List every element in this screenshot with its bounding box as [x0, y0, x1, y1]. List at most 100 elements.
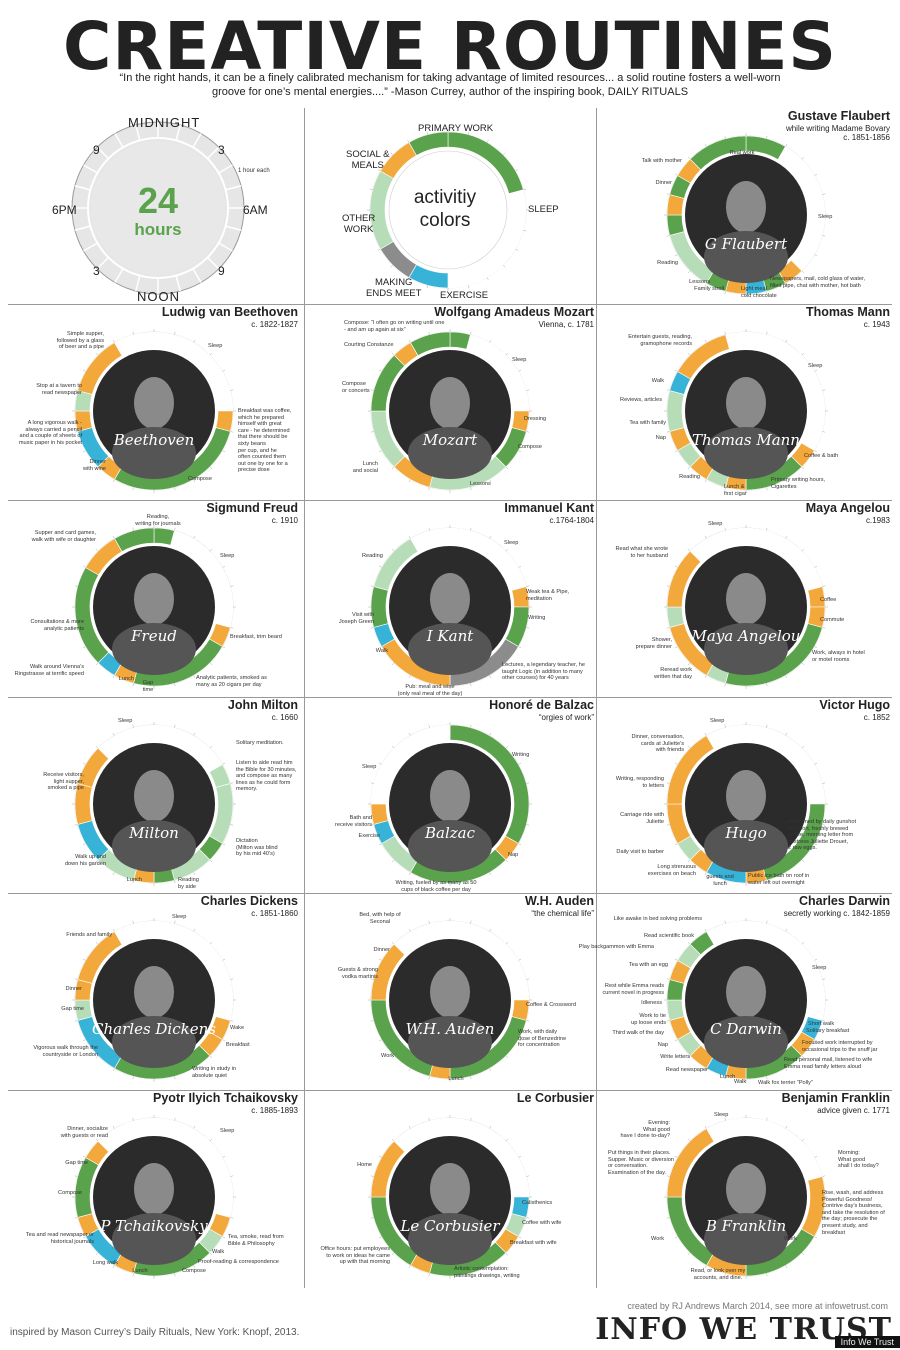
pyotr-ilyich-tchaikovsky-hour-tick: [132, 1273, 134, 1277]
john-milton-hour-tick: [193, 872, 196, 876]
clock-9: 9: [93, 143, 100, 157]
le-corbusier-hour-tick: [470, 1273, 472, 1277]
thomas-mann-hour-tick: [785, 339, 788, 343]
clock-midnight: MIDNIGHT: [128, 115, 201, 130]
activity-label: Courting Constanze: [344, 342, 394, 348]
activity-label: Family stroll: [694, 286, 724, 292]
activity-label: Reading by aide: [178, 877, 199, 890]
pyotr-ilyich-tchaikovsky-segment-sleep: [97, 1117, 155, 1153]
activity-label: Carriage ride with Juliette: [620, 812, 664, 825]
john-milton-hour-tick: [95, 745, 99, 749]
clock-core: [91, 141, 225, 275]
w-h-auden-hour-tick: [391, 1055, 395, 1059]
ludwig-van-beethoven-hour-tick: [209, 352, 213, 356]
benjamin-franklin-hour-tick: [687, 1252, 691, 1256]
thomas-mann-hour-tick: [785, 479, 788, 483]
le-corbusier-hour-tick: [518, 1155, 522, 1158]
charles-dickens-hour-tick: [74, 1020, 78, 1022]
portrait-face: [134, 1163, 174, 1215]
activity-label: Sleep: [172, 914, 187, 920]
clock-hour-divider: [206, 146, 220, 160]
wolfgang-amadeus-mozart-hour-tick: [391, 352, 395, 356]
sigmund-freud-hour-tick: [230, 585, 234, 587]
maya-angelou-hour-tick: [814, 646, 818, 649]
portrait-signature: Mozart: [422, 431, 478, 449]
john-milton-hour-tick: [209, 745, 213, 749]
activity-label: Bed, with help of Seconal: [359, 912, 401, 925]
wolfgang-amadeus-mozart-hour-tick: [505, 466, 509, 470]
footer-credit: created by RJ Andrews March 2014, see mo…: [627, 1301, 888, 1311]
ludwig-van-beethoven-hour-tick: [209, 466, 213, 470]
person-dates: c. 1885-1893: [251, 1106, 298, 1115]
ludwig-van-beethoven-hour-tick: [230, 389, 234, 391]
ludwig-van-beethoven-segment-sleep: [114, 331, 155, 356]
charles-dickens-hour-tick: [74, 978, 78, 980]
clock-hour-divider: [135, 275, 141, 292]
clock-hour-divider: [74, 225, 91, 231]
pyotr-ilyich-tchaikovsky-hour-tick: [82, 1155, 86, 1158]
clock-hours-word: hours: [134, 220, 182, 239]
john-milton-hour-tick: [222, 762, 226, 765]
maya-angelou-hour-tick: [687, 548, 691, 552]
clock-hour-divider: [114, 133, 124, 148]
le-corbusier-hour-tick: [378, 1155, 382, 1158]
clock-3: 3: [218, 143, 225, 157]
honor-de-balzac-hour-tick: [489, 732, 492, 736]
activity-label: Compose: [58, 1190, 82, 1196]
activity-label: Compose: [182, 1268, 206, 1274]
ludwig-van-beethoven-hour-tick: [222, 369, 226, 372]
pyotr-ilyich-tchaikovsky-hour-tick: [95, 1138, 99, 1142]
portrait-face: [726, 573, 766, 625]
routine-card-benjamin-franklin: Benjamin Franklin advice given c. 1771: [600, 1090, 900, 1287]
sigmund-freud-hour-tick: [132, 683, 134, 687]
activity-label: Breakfast was coffee, which he prepared …: [238, 408, 292, 474]
activity-label: Read what she wrote to her husband: [615, 546, 668, 559]
legend-hour-tick: [515, 169, 519, 172]
clock-6pm: 6PM: [52, 203, 77, 217]
w-h-auden-hour-tick: [470, 920, 472, 924]
w-h-auden-hour-tick: [391, 941, 395, 945]
activity-label: Work: [784, 1236, 797, 1242]
le-corbusier-hour-tick: [526, 1217, 530, 1219]
legend-hour-tick: [523, 229, 527, 232]
portrait-body: [704, 820, 788, 872]
activity-label: Writing, responding to letters: [615, 776, 664, 789]
person-dates: c. 1660: [271, 713, 298, 722]
victor-hugo-hour-tick: [801, 745, 805, 749]
portrait-signature: Beethoven: [113, 431, 195, 449]
gustave-flaubert-hour-tick: [766, 291, 768, 295]
routine-card-ludwig-van-beethoven: Ludwig van Beethoven c. 1822-1827: [8, 304, 308, 501]
charles-darwin-hour-tick: [724, 1076, 726, 1080]
pyotr-ilyich-tchaikovsky-hour-tick: [82, 1236, 86, 1239]
portrait-face: [134, 770, 174, 822]
legend-hour-tick: [377, 248, 381, 251]
pyotr-ilyich-tchaikovsky-hour-tick: [209, 1138, 213, 1142]
activity-label: Simple supper, followed by a glass of be…: [56, 331, 104, 351]
activity-label: Sleep: [710, 718, 725, 724]
sigmund-freud-hour-tick: [132, 527, 134, 531]
maya-angelou-hour-tick: [666, 585, 670, 587]
thomas-mann-hour-tick: [766, 331, 768, 335]
immanuel-kant-hour-tick: [391, 548, 395, 552]
w-h-auden-hour-tick: [489, 1068, 492, 1072]
thomas-mann-hour-tick: [687, 466, 691, 470]
person-name: Victor Hugo: [819, 698, 890, 712]
le-corbusier-hour-tick: [391, 1138, 395, 1142]
benjamin-franklin-hour-tick: [814, 1236, 818, 1239]
le-corbusier-hour-tick: [526, 1175, 530, 1177]
charles-dickens-hour-tick: [174, 920, 176, 924]
activity-label: Play backgammon with Emma: [578, 944, 654, 950]
activity-label: Work, with daily dose of Benzedrine for …: [518, 1029, 567, 1049]
benjamin-franklin-hour-tick: [724, 1117, 726, 1121]
victor-hugo-hour-tick: [674, 762, 678, 765]
activity-label: Awakened by daily gunshot from fort, fre…: [788, 819, 857, 852]
activity-label: Talk with mother: [641, 158, 682, 164]
legend-hour-tick: [523, 188, 527, 191]
benjamin-franklin-hour-tick: [666, 1217, 670, 1219]
honor-de-balzac-hour-tick: [526, 782, 530, 784]
activity-label: Light meal cold chocolate: [741, 286, 777, 299]
